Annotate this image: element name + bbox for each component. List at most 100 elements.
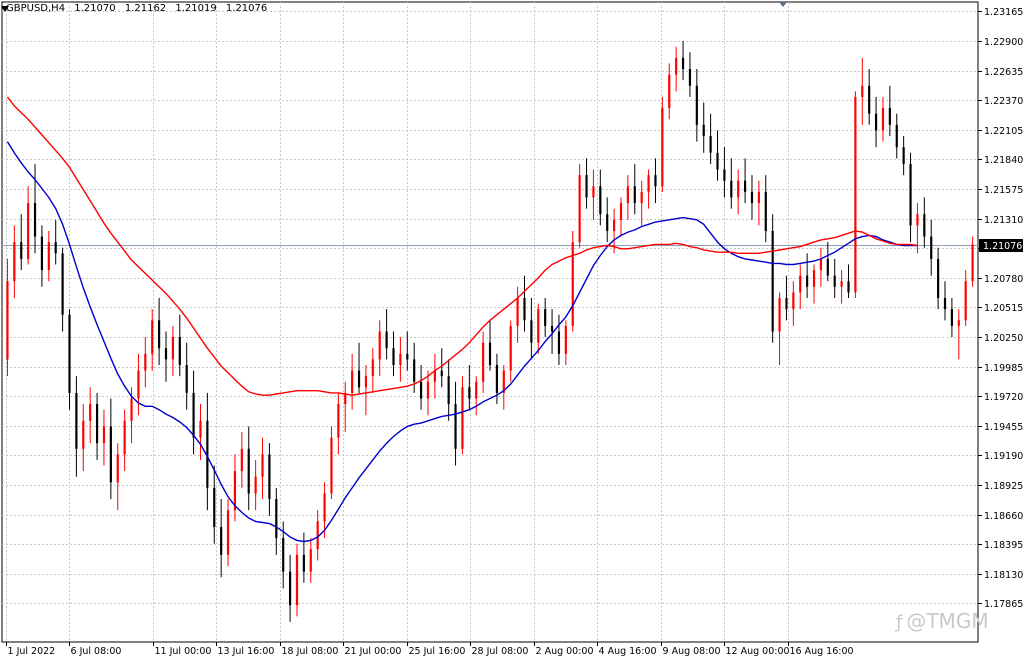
candle-body — [661, 108, 664, 187]
candle-body — [909, 163, 912, 226]
candle-body — [750, 191, 754, 204]
candle-body — [530, 320, 533, 343]
x-tick-label: 12 Aug 00:00 — [726, 646, 790, 657]
candle-body — [309, 549, 312, 572]
candle-body — [75, 392, 78, 449]
watermark: ƒ @TMGM — [896, 609, 989, 633]
candle-body — [847, 281, 850, 293]
candle — [144, 337, 147, 388]
y-tick-label: 1.21310 — [984, 215, 1023, 226]
candle — [530, 297, 533, 360]
candle — [675, 46, 678, 92]
x-tick-label: 6 Jul 08:00 — [71, 646, 122, 657]
candle-body — [158, 320, 161, 349]
candle — [295, 543, 299, 617]
candle-body — [923, 214, 926, 237]
candle — [164, 331, 168, 382]
candle — [351, 353, 354, 410]
candle — [433, 353, 436, 399]
candle-body — [840, 281, 843, 287]
candle-body — [626, 186, 629, 204]
candle-body — [516, 297, 519, 326]
candle-body — [40, 236, 44, 271]
candle — [550, 309, 554, 354]
candle — [399, 337, 402, 382]
candle-body — [937, 258, 940, 298]
candle — [6, 258, 9, 377]
candle-body — [537, 309, 540, 343]
candle — [461, 376, 464, 455]
candle-body — [206, 420, 209, 488]
candle — [833, 258, 836, 298]
candle — [757, 180, 760, 226]
symbol-timeframe: GBPUSD,H4 — [6, 3, 66, 14]
candle — [943, 281, 947, 321]
ohlc-readout: 1.21070 1.21162 1.21019 1.21076 — [74, 3, 273, 14]
candle-body — [461, 387, 464, 449]
candle-body — [323, 493, 326, 522]
candle-body — [874, 113, 878, 131]
candle — [344, 381, 347, 433]
candle — [309, 538, 312, 583]
candle — [61, 247, 64, 332]
candle — [571, 230, 574, 332]
candle — [482, 331, 485, 393]
candle — [806, 253, 809, 298]
candle — [888, 85, 891, 137]
candle — [454, 381, 457, 466]
candle-body — [33, 203, 37, 237]
candle — [523, 275, 526, 332]
x-tick-label: 9 Aug 08:00 — [663, 646, 721, 657]
x-tick-label: 16 Aug 16:00 — [790, 646, 854, 657]
candle-body — [144, 353, 147, 371]
y-tick-label: 1.22635 — [984, 67, 1023, 78]
candle-body — [130, 398, 133, 421]
candle — [923, 197, 926, 248]
candle — [330, 426, 333, 500]
candle — [737, 169, 740, 215]
y-tick-label: 1.20780 — [984, 274, 1023, 285]
candle-body — [523, 297, 526, 321]
candle-body — [916, 214, 919, 226]
candle-body — [151, 320, 154, 354]
candle-body — [282, 538, 285, 572]
candle — [123, 409, 126, 472]
candle-body — [254, 476, 257, 494]
candle — [785, 275, 788, 321]
one-click-trading-arrow-icon[interactable] — [1, 6, 9, 12]
candle-body — [757, 191, 760, 204]
candle-body — [675, 57, 678, 75]
candle-body — [82, 420, 85, 449]
candle-body — [502, 370, 505, 393]
x-tick-label: 25 Jul 16:00 — [409, 646, 466, 657]
candle-body — [730, 180, 733, 198]
candle-body — [826, 258, 829, 276]
candle-body — [964, 281, 967, 321]
candle — [116, 443, 119, 511]
candle-body — [778, 297, 781, 332]
candle — [289, 554, 292, 622]
candle-body — [571, 242, 574, 326]
candle — [406, 331, 409, 371]
candle — [764, 175, 767, 243]
candle-body — [861, 85, 864, 97]
candle — [102, 409, 106, 466]
candle-body — [833, 275, 836, 287]
candle — [440, 348, 443, 388]
candle-body — [640, 191, 643, 204]
candle — [750, 175, 754, 220]
candle — [585, 158, 588, 209]
candle — [337, 392, 340, 455]
candle-body — [289, 571, 292, 606]
candle-body — [633, 186, 636, 204]
high-value: 1.21162 — [124, 3, 167, 14]
y-tick-label: 1.22900 — [984, 37, 1023, 48]
candle-body — [695, 85, 698, 125]
candle-body — [95, 404, 99, 444]
candle — [158, 297, 161, 366]
candle-body — [378, 331, 381, 360]
candle-body — [812, 270, 816, 287]
candle-body — [61, 253, 64, 315]
candle-body — [647, 175, 650, 192]
